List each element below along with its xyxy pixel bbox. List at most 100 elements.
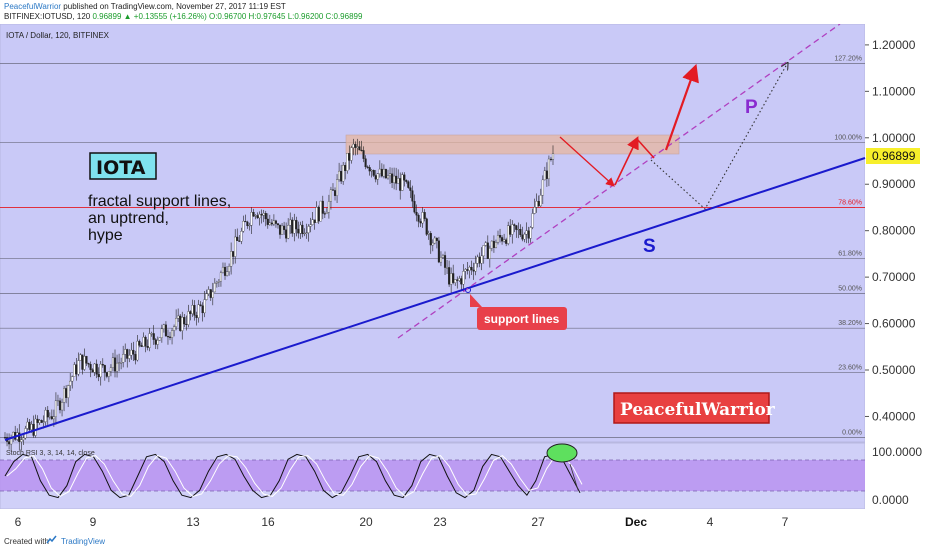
ohlc-values: O:0.96700 H:0.97645 L:0.96200 C:0.96899	[208, 12, 363, 21]
candle-body	[393, 175, 396, 183]
candle-body	[285, 229, 288, 239]
candle-body	[97, 374, 100, 378]
candle-body	[213, 283, 216, 293]
candle-body	[303, 232, 306, 235]
candle-body	[488, 248, 491, 259]
candle-body	[350, 147, 353, 161]
candle-body	[103, 365, 106, 373]
candle-body	[401, 174, 404, 191]
candle-body	[470, 267, 473, 271]
candle-body	[268, 222, 271, 225]
x-tick-label: 4	[707, 515, 714, 529]
candle-body	[443, 255, 447, 268]
candle-body	[134, 354, 137, 361]
candle-body	[311, 219, 314, 225]
candle-body	[525, 230, 528, 235]
support-line-s[interactable]	[4, 157, 866, 441]
candle-body	[207, 289, 210, 294]
support-callout-text: support lines	[484, 312, 560, 326]
candle-body	[527, 230, 530, 239]
price-axis[interactable]	[865, 24, 932, 509]
candle-body	[441, 255, 445, 258]
candle-body	[397, 178, 400, 184]
candle-body	[250, 212, 253, 226]
candle-body	[415, 211, 418, 216]
red-arrow-target	[664, 63, 699, 151]
candle-body	[382, 169, 385, 177]
candle-body	[221, 266, 225, 273]
candle-body	[60, 402, 64, 411]
candle-body	[423, 212, 426, 219]
support-callout-pointer	[470, 294, 482, 307]
candle-body	[105, 372, 108, 377]
candle-body	[193, 305, 196, 316]
candle-body	[219, 272, 222, 282]
candle-body	[358, 146, 361, 151]
candle-body	[278, 224, 282, 235]
candle-body	[523, 233, 526, 240]
candle-body	[388, 173, 392, 177]
author-link[interactable]: PeacefulWarrior	[4, 2, 62, 11]
candle-body	[484, 242, 487, 246]
candle-body	[329, 189, 332, 202]
candle-body	[498, 235, 502, 238]
candle-body	[368, 167, 371, 172]
candle-body	[501, 237, 504, 242]
candle-body	[466, 269, 469, 271]
candle-body	[496, 235, 500, 243]
candle-body	[494, 242, 498, 249]
candle-body	[395, 175, 398, 184]
candle-body	[376, 173, 379, 180]
candle-body	[482, 245, 485, 257]
candle-body	[346, 153, 349, 171]
candle-body	[517, 229, 520, 231]
candle-body	[164, 324, 167, 337]
stoch-tick-label: 0.0000	[872, 493, 909, 507]
publish-line: PeacefulWarrior published on TradingView…	[4, 2, 286, 11]
candle-body	[325, 212, 328, 214]
candle-body	[71, 376, 74, 382]
candle-body	[533, 207, 536, 214]
price-chart[interactable]: 1.20000 1.10000 1.00000 0.90000 0.80000 0.700…	[0, 24, 932, 533]
candle-body	[301, 224, 304, 235]
resistance-zone[interactable]	[345, 134, 680, 155]
candle-body	[93, 363, 96, 373]
candle-body	[173, 326, 176, 331]
candle-body	[240, 231, 243, 242]
candle-body	[293, 220, 296, 234]
candle-body	[52, 416, 55, 420]
candle-body	[521, 234, 524, 240]
candle-body	[205, 293, 208, 300]
support-line-dashed[interactable]	[397, 24, 841, 339]
candle-body	[274, 220, 277, 224]
y-tick-label: 1.00000	[872, 131, 916, 145]
x-tick-label: 13	[186, 515, 200, 529]
candle-body	[183, 317, 186, 325]
candle-body	[85, 356, 88, 364]
candle-body	[360, 149, 363, 151]
fib-label: 0.00%	[842, 429, 862, 436]
stoch-axis-ticks: 100.0000 0.0000	[872, 445, 922, 507]
candle-body	[140, 345, 143, 347]
red-arrow-rebound	[614, 136, 639, 186]
candle-body	[327, 201, 330, 213]
candle-body	[138, 340, 141, 346]
candle-body	[276, 223, 280, 226]
candle-body	[109, 367, 112, 372]
candle-body	[435, 237, 438, 241]
stoch-highlight	[546, 443, 578, 463]
stoch-k-line	[4, 453, 581, 499]
tradingview-link[interactable]: TradingView	[61, 537, 106, 546]
candle-body	[272, 220, 275, 225]
candle-body	[181, 317, 184, 331]
main-pane	[0, 24, 866, 443]
candle-body	[480, 255, 483, 264]
candle-body	[228, 266, 231, 272]
candle-body	[130, 349, 133, 356]
candle-body	[262, 213, 265, 216]
time-axis[interactable]	[0, 509, 932, 533]
candle-body	[46, 409, 49, 418]
candle-body	[458, 278, 461, 281]
candle-body	[132, 349, 135, 355]
candle-body	[156, 340, 159, 345]
